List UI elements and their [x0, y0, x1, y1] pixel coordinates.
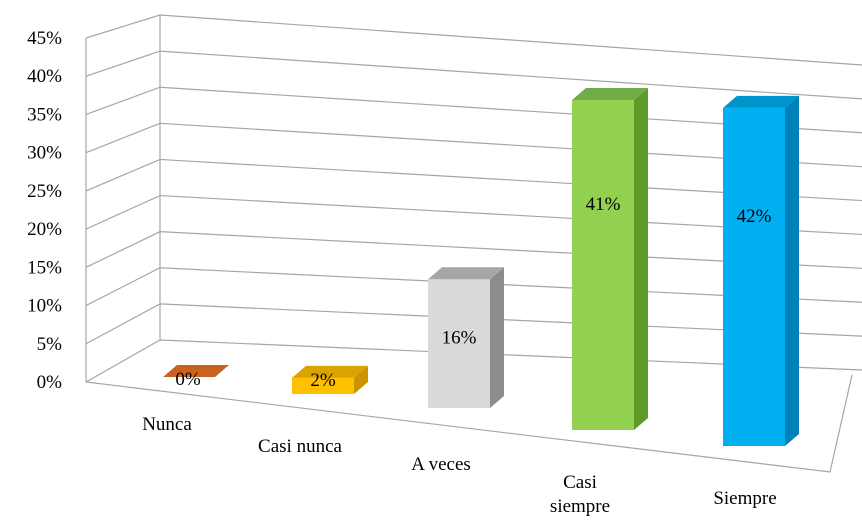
bar-side: [785, 95, 799, 447]
bar-front: [428, 279, 490, 408]
bar: [292, 365, 368, 394]
y-tick-label: 5%: [37, 334, 63, 355]
bar-front: [292, 377, 354, 394]
gridline: [85, 50, 862, 100]
y-axis-ticks: 0% 5% 10% 15% 20% 25% 30% 35% 40% 45%: [27, 28, 62, 393]
bar-top: [163, 365, 229, 377]
bar-side: [490, 267, 504, 408]
data-labels: 0% 2% 16% 41% 42%: [175, 194, 771, 391]
category-label: Nunca: [142, 414, 192, 435]
y-tick-label: 25%: [27, 181, 62, 202]
bar-top: [572, 87, 648, 100]
y-tick-label: 35%: [27, 104, 62, 125]
y-tick-label: 10%: [27, 296, 62, 317]
category-label: Casi: [563, 472, 597, 493]
y-tick-label: 45%: [27, 28, 62, 49]
y-tick-label: 20%: [27, 219, 62, 240]
bar-side: [634, 87, 648, 430]
bars: [163, 87, 799, 447]
floor-edge: [85, 374, 853, 473]
category-labels: Nunca Casi nunca A veces Casi siempre Siempre: [142, 414, 776, 517]
bar-top: [428, 267, 504, 280]
data-label: 2%: [310, 370, 336, 391]
y-tick-label: 0%: [37, 372, 63, 393]
y-tick-label: 30%: [27, 143, 62, 164]
category-label: A veces: [411, 454, 471, 475]
bar-front: [723, 107, 785, 447]
bar: [428, 267, 504, 408]
bar-top: [723, 95, 799, 108]
data-label: 16%: [442, 328, 477, 349]
y-tick-label: 40%: [27, 66, 62, 87]
bar-side: [354, 365, 368, 394]
bar: [572, 87, 648, 430]
bar: [723, 95, 799, 447]
bar: [163, 365, 229, 377]
data-label: 0%: [175, 369, 201, 390]
category-label: Casi nunca: [258, 436, 342, 457]
data-label: 42%: [737, 206, 772, 227]
bar-front: [572, 99, 634, 430]
category-label: siempre: [550, 496, 610, 517]
data-label: 41%: [586, 194, 621, 215]
category-label: Siempre: [713, 488, 776, 509]
y-tick-label: 15%: [27, 257, 62, 278]
bar-top: [292, 365, 368, 378]
gridlines: [85, 14, 862, 473]
gridline: [85, 14, 862, 66]
